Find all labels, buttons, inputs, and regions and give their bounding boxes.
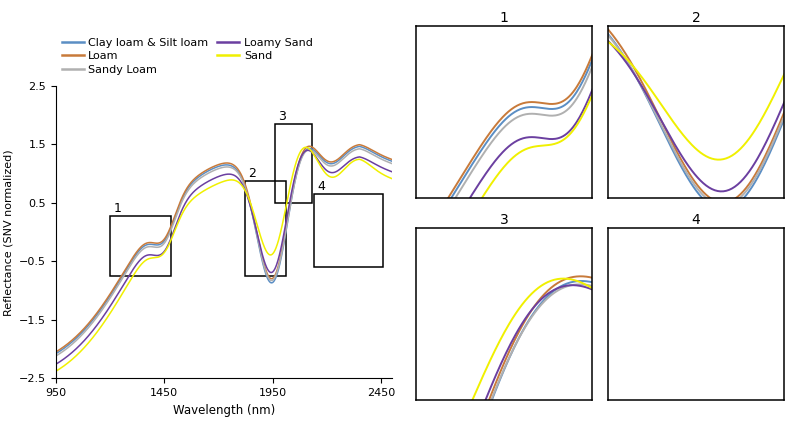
Loamy Sand xyxy=(187,191,197,197)
Loamy Sand xyxy=(302,148,312,153)
Loamy Sand xyxy=(199,181,209,187)
Clay loam & Silt loam xyxy=(187,181,197,186)
Clay loam & Silt loam xyxy=(199,171,209,176)
Sandy Loam xyxy=(387,161,397,166)
Loamy Sand xyxy=(282,215,291,221)
Text: 4: 4 xyxy=(318,180,325,193)
Text: 1: 1 xyxy=(114,202,122,215)
Line: Sandy Loam: Sandy Loam xyxy=(56,149,392,356)
Loamy Sand xyxy=(387,169,397,174)
Clay loam & Silt loam xyxy=(86,320,95,326)
Sand xyxy=(314,160,323,165)
Line: Loam: Loam xyxy=(56,144,392,352)
Bar xyxy=(245,181,286,276)
Clay loam & Silt loam xyxy=(354,144,364,149)
Sand xyxy=(282,200,291,206)
Sandy Loam xyxy=(282,223,291,228)
Sandy Loam xyxy=(187,183,197,188)
Clay loam & Silt loam xyxy=(387,159,397,164)
Loamy Sand xyxy=(319,166,329,171)
Loam xyxy=(282,221,291,226)
Bar xyxy=(275,124,312,203)
Bar xyxy=(110,216,171,276)
Legend: Clay loam & Silt loam, Loam, Sandy Loam, Loamy Sand, Sand: Clay loam & Silt loam, Loam, Sandy Loam,… xyxy=(62,38,313,74)
Sand xyxy=(319,169,329,175)
Text: 3: 3 xyxy=(278,110,286,123)
Loam xyxy=(199,169,209,174)
Loam xyxy=(187,179,197,184)
Sand xyxy=(387,176,397,181)
Sandy Loam xyxy=(199,173,209,178)
Loam xyxy=(387,157,397,162)
Text: 2: 2 xyxy=(248,167,256,180)
Sand xyxy=(86,338,95,343)
Line: Loamy Sand: Loamy Sand xyxy=(56,150,392,364)
Clay loam & Silt loam xyxy=(282,224,291,230)
X-axis label: Wavelength (nm): Wavelength (nm) xyxy=(173,404,275,417)
Y-axis label: Reflectance (SNV normalized): Reflectance (SNV normalized) xyxy=(3,149,14,316)
Sand xyxy=(199,188,209,194)
Sandy Loam xyxy=(319,160,329,165)
Loamy Sand xyxy=(314,158,323,163)
Loamy Sand xyxy=(86,331,95,336)
Loam xyxy=(319,156,329,161)
Loam xyxy=(51,349,61,354)
Bar xyxy=(314,194,383,267)
Loamy Sand xyxy=(51,362,61,367)
Clay loam & Silt loam xyxy=(51,351,61,356)
Sand xyxy=(187,197,197,203)
Title: 2: 2 xyxy=(692,11,700,25)
Clay loam & Silt loam xyxy=(314,152,323,157)
Sand xyxy=(51,369,61,374)
Loam xyxy=(354,142,364,147)
Sandy Loam xyxy=(354,146,364,151)
Title: 3: 3 xyxy=(500,213,508,227)
Sandy Loam xyxy=(314,154,323,159)
Loam xyxy=(86,319,95,324)
Line: Clay loam & Silt loam: Clay loam & Silt loam xyxy=(56,147,392,353)
Clay loam & Silt loam xyxy=(319,158,329,163)
Sandy Loam xyxy=(86,323,95,328)
Sandy Loam xyxy=(51,353,61,359)
Loam xyxy=(314,150,323,155)
Title: 1: 1 xyxy=(499,11,509,25)
Line: Sand: Sand xyxy=(56,147,392,371)
Sand xyxy=(301,145,310,150)
Title: 4: 4 xyxy=(692,213,700,227)
